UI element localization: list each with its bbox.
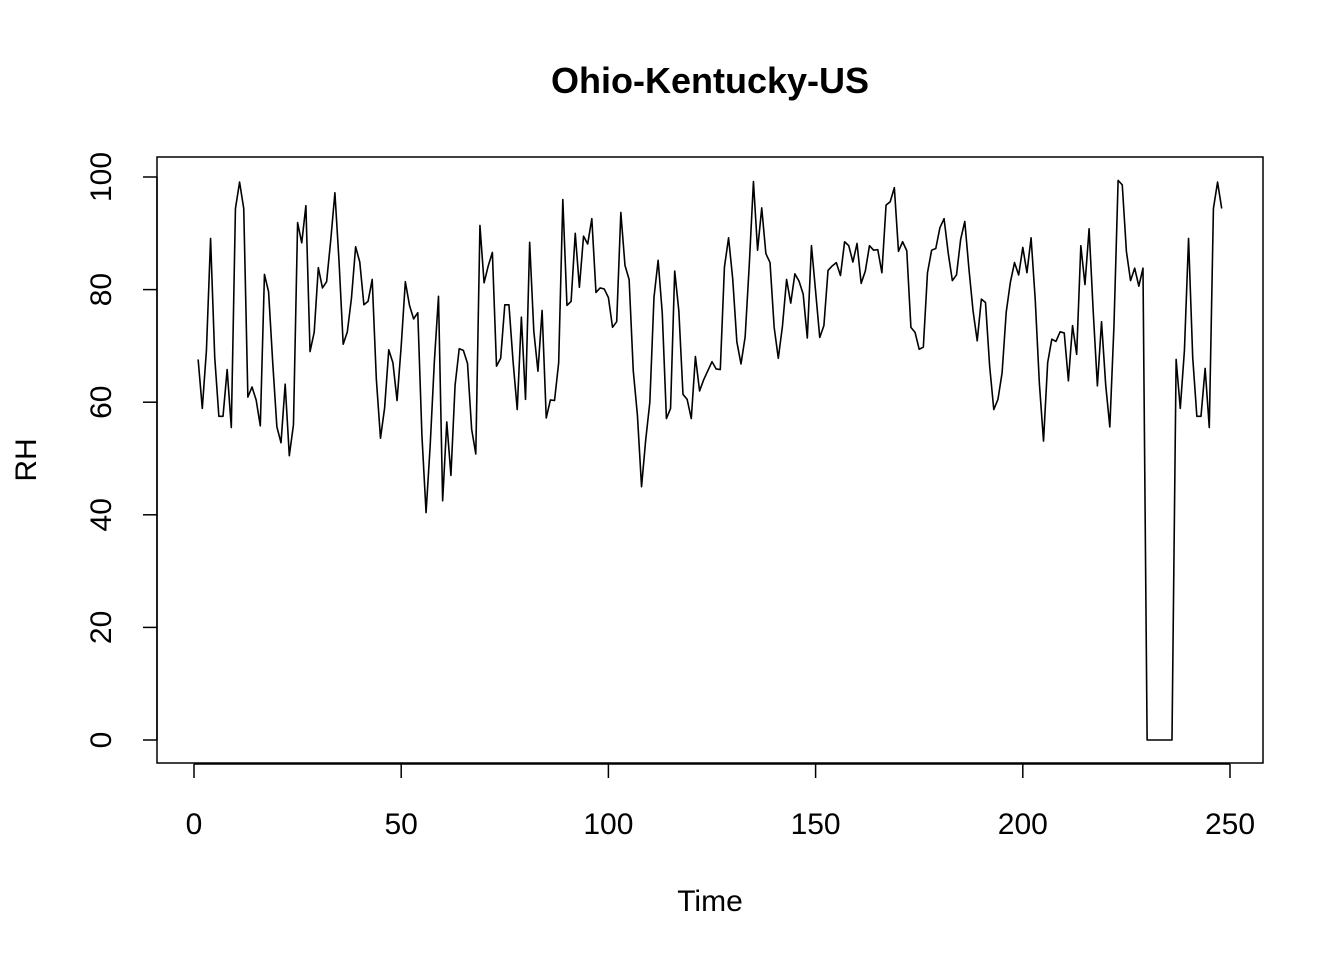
x-tick-label: 50 xyxy=(385,808,418,841)
x-tick-label: 0 xyxy=(186,808,203,841)
x-tick-label: 100 xyxy=(583,808,633,841)
y-tick-label: 20 xyxy=(85,611,118,644)
chart-title: Ohio-Kentucky-US xyxy=(551,60,869,101)
x-axis-label: Time xyxy=(677,885,743,918)
y-axis: 0 20 40 60 80 100 xyxy=(85,152,158,749)
series-line xyxy=(197,179,1223,741)
x-tick-label: 250 xyxy=(1205,808,1255,841)
y-tick-label: 0 xyxy=(85,732,118,749)
y-axis-label: RH xyxy=(10,438,43,481)
y-tick-label: 60 xyxy=(85,386,118,419)
x-tick-label: 200 xyxy=(998,808,1048,841)
y-tick-label: 80 xyxy=(85,273,118,306)
y-tick-label: 100 xyxy=(85,152,118,202)
y-tick-label: 40 xyxy=(85,498,118,531)
x-axis: 0 50 100 150 200 250 xyxy=(186,763,1255,841)
plot-lines xyxy=(197,179,1223,741)
x-tick-label: 150 xyxy=(791,808,841,841)
